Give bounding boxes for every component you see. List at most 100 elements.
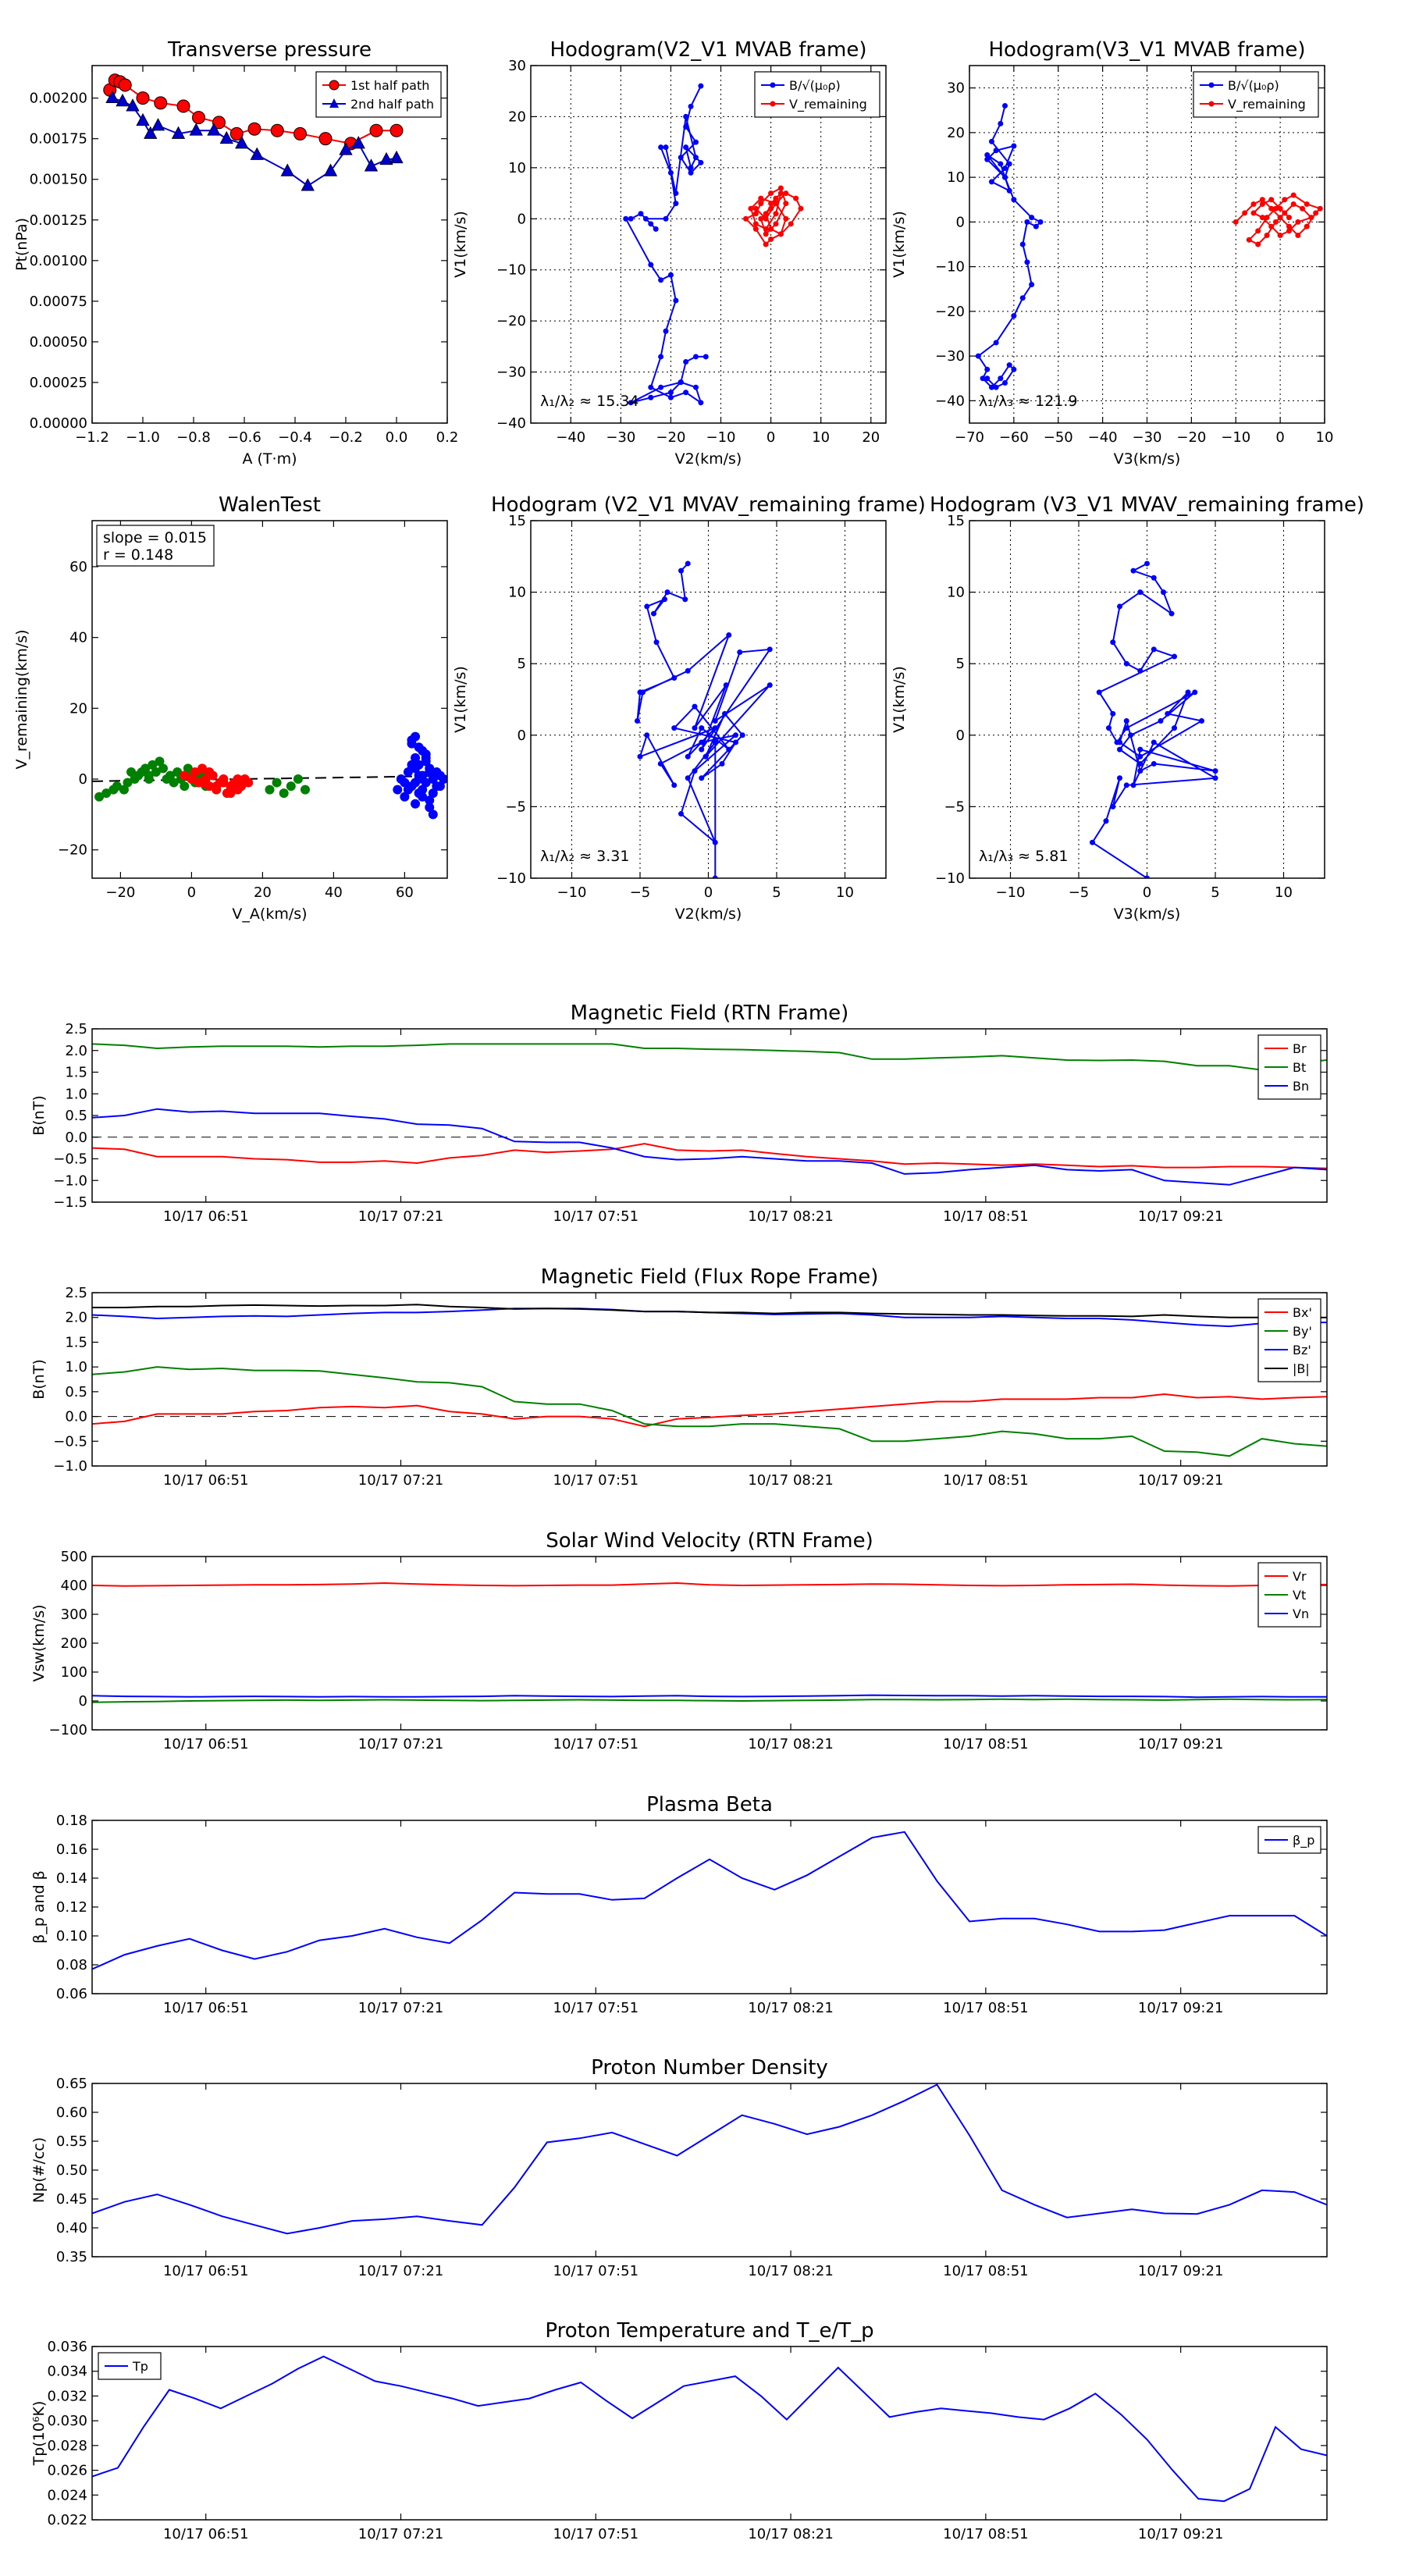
data-point: [688, 165, 694, 171]
x-tick-label: 10/17 07:21: [358, 2000, 443, 2016]
data-point: [293, 126, 307, 141]
y-tick-label: 0.35: [56, 2249, 87, 2265]
data-point: [1277, 215, 1283, 221]
data-point: [1300, 205, 1306, 212]
data-point: [1037, 219, 1044, 225]
data-point: [1268, 197, 1275, 203]
chart-title: Hodogram(V3_V1 MVAB frame): [988, 38, 1305, 62]
data-point: [1130, 568, 1136, 574]
data-point: [1185, 689, 1191, 696]
legend-label: Br: [1293, 1041, 1307, 1056]
y-tick-label: 20: [947, 125, 965, 141]
legend-label: Vr: [1293, 1569, 1307, 1584]
y-tick-label: 0.40: [56, 2220, 87, 2236]
data-point: [1128, 732, 1133, 738]
data-point: [1024, 219, 1030, 225]
data-point: [685, 775, 691, 781]
scatter-point: [205, 781, 215, 792]
legend: Bx' By' Bz' |B|: [1257, 1298, 1321, 1382]
scatter-point: [140, 763, 151, 774]
data-point: [692, 155, 699, 161]
legend-marker: [770, 101, 776, 107]
chart-title: Proton Temperature and T_e/T_p: [545, 2319, 873, 2343]
y-tick-label: 0.024: [47, 2487, 87, 2503]
data-point: [719, 760, 725, 767]
data-point: [1123, 717, 1129, 724]
data-point: [1172, 653, 1177, 660]
data-point: [318, 132, 333, 146]
x-tick-label: 10: [1316, 429, 1334, 446]
y-tick-label: 0.60: [56, 2105, 87, 2121]
plot-frame: [91, 1028, 1328, 1203]
y-tick-label: 0.65: [56, 2076, 87, 2092]
y-tick-label: 0.5: [65, 1384, 87, 1400]
series-line-series-0: [1091, 563, 1218, 878]
x-tick-label: −1.0: [126, 429, 160, 446]
x-tick-label: −20: [656, 429, 685, 446]
data-point: [212, 116, 226, 130]
legend-label: |B|: [1293, 1361, 1310, 1376]
data-point: [739, 732, 745, 738]
y-tick-label: 0.55: [56, 2133, 87, 2150]
scatter-point: [407, 735, 417, 745]
y-tick-label: −1.0: [53, 1172, 87, 1189]
chart-t1: Magnetic Field (RTN Frame) 10/17 06:51 10/…: [30, 1002, 1328, 1225]
annotation-text: r = 0.148: [103, 546, 173, 564]
y-tick-label: 0.00125: [30, 212, 87, 229]
x-tick-label: −0.8: [176, 429, 211, 446]
legend: 1st half path 2nd half path: [315, 71, 442, 118]
data-point: [644, 732, 650, 738]
x-tick-label: 10/17 07:21: [358, 2263, 443, 2279]
scatter-point: [403, 767, 413, 777]
eigenvalue-ratio-annotation: λ₁/λ₃ ≈ 121.9: [979, 393, 1078, 410]
chart-title: Proton Number Density: [591, 2056, 828, 2080]
legend-label: Bx': [1293, 1305, 1312, 1320]
data-point: [192, 111, 205, 125]
x-tick-label: 10/17 09:21: [1138, 1736, 1223, 1752]
data-point: [1130, 782, 1136, 788]
y-tick-label: 0.0: [65, 1409, 87, 1425]
chart-title: Hodogram (V3_V1 MVAV_remaining frame): [930, 493, 1364, 517]
data-point: [698, 159, 704, 165]
scatter-point: [197, 763, 208, 774]
y-tick-label: 15: [508, 513, 526, 529]
data-point: [642, 215, 649, 222]
series-line-by-: [92, 1366, 1327, 1457]
plot-area: [92, 731, 447, 820]
data-point: [758, 215, 764, 222]
x-tick-label: −0.4: [278, 429, 312, 446]
data-point: [1011, 197, 1017, 203]
x-tick-label: 10/17 08:21: [748, 2000, 833, 2016]
y-tick-label: 2.0: [65, 1043, 87, 1059]
data-point: [1137, 746, 1144, 753]
data-point: [1151, 760, 1157, 767]
x-tick-label: 10/17 07:51: [553, 1472, 638, 1489]
data-point: [980, 375, 986, 382]
scatter-point: [144, 774, 154, 785]
y-tick-label: 5: [956, 656, 965, 672]
legend-label: B/√(μ₀ρ): [789, 78, 841, 93]
data-point: [637, 753, 643, 760]
scatter-point: [301, 785, 310, 795]
scatter-point: [212, 781, 222, 792]
data-point: [685, 667, 691, 674]
data-point: [712, 725, 718, 731]
data-point: [136, 112, 150, 126]
series-line-np: [92, 2083, 1327, 2235]
data-point: [369, 123, 383, 137]
x-tick-label: 10/17 08:51: [943, 2526, 1028, 2542]
data-point: [683, 390, 689, 396]
legend-box: [1193, 71, 1319, 118]
scatter-point: [279, 788, 289, 799]
x-tick-label: 20: [862, 429, 880, 446]
y-tick-label: 1.5: [65, 1065, 87, 1081]
data-point: [1096, 689, 1102, 696]
data-point: [1268, 223, 1275, 229]
data-point: [1272, 205, 1279, 212]
data-point: [1250, 210, 1257, 216]
eigenvalue-ratio-annotation: λ₁/λ₂ ≈ 15.34: [540, 393, 639, 410]
x-axis-label: V2(km/s): [675, 906, 742, 923]
data-point: [699, 746, 705, 753]
y-tick-label: 0.18: [56, 1813, 87, 1829]
data-point: [678, 155, 684, 161]
